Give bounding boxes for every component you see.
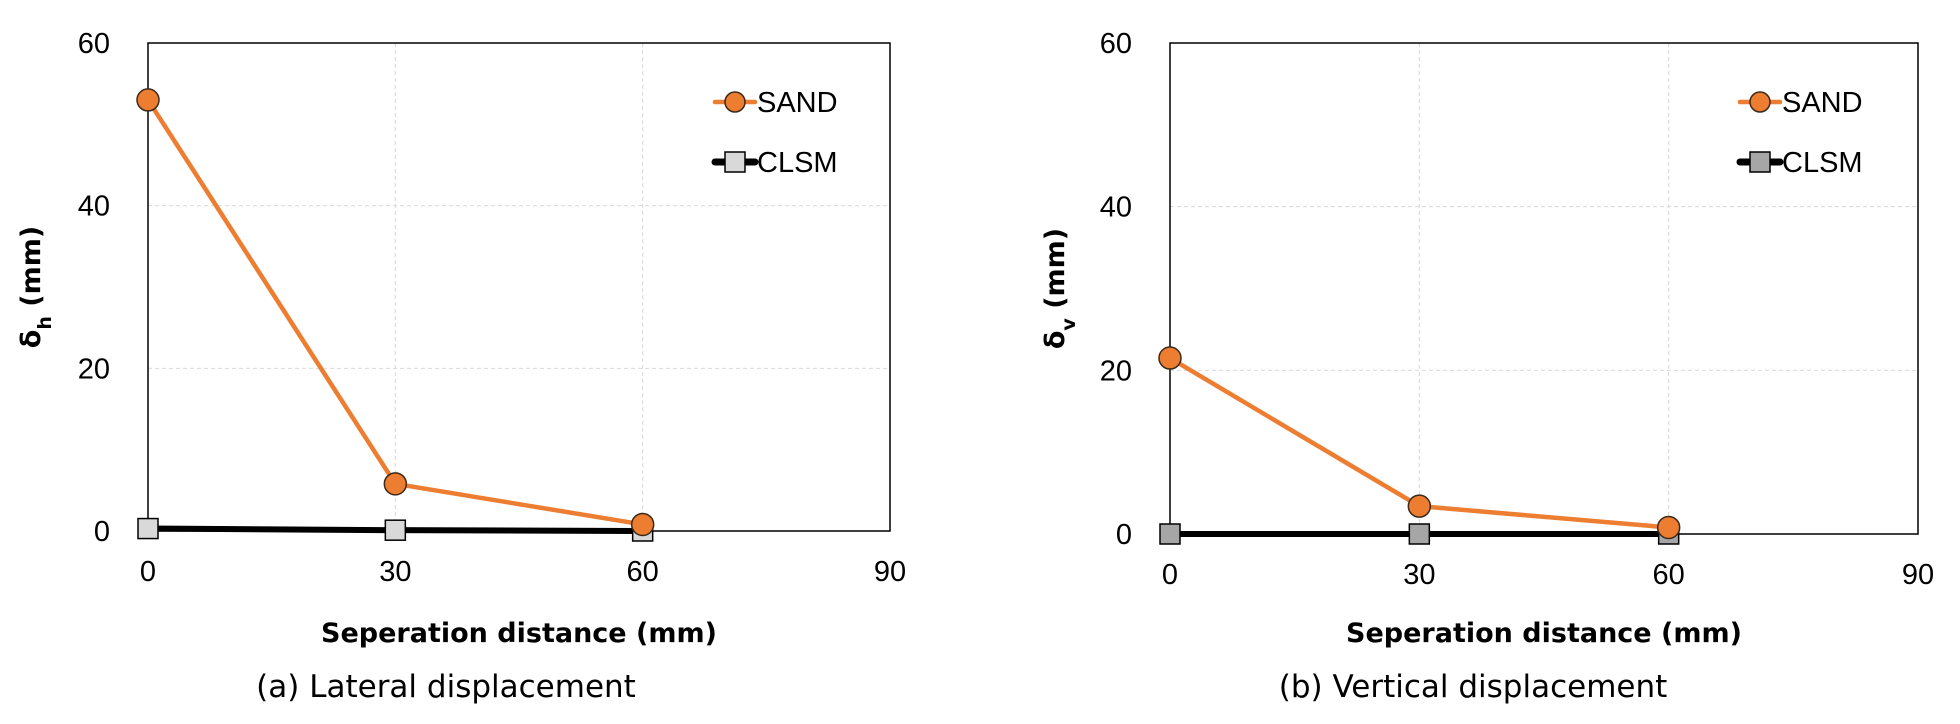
y-tick-label: 0 [94,516,110,548]
y-tick-label: 40 [78,191,110,223]
chart-vertical-displacement: 0 30 60 90 0 20 40 60 Seperation distance (mm) δv… [1040,28,1934,705]
data-point-sand [383,472,408,496]
x-tick-label: 90 [874,556,906,588]
y-axis-symbol: δ [1040,331,1071,350]
data-point-sand [1158,346,1182,370]
x-axis-title: Seperation distance (mm) [1346,618,1742,649]
x-tick-label: 0 [140,556,156,588]
y-axis-unit: (mm) [16,226,47,316]
data-point-clsm [137,517,159,540]
data-point-sand [1656,515,1681,540]
data-point-clsm [1159,523,1181,545]
x-tick-label: 0 [1162,559,1178,591]
x-tick-label: 30 [1403,559,1435,591]
data-point-sand [630,512,655,537]
legend-marker-sand [724,91,746,113]
figure-caption: (a) Lateral displacement [256,669,636,705]
data-point-sand [1407,494,1432,518]
y-axis-subscript: h [34,316,56,330]
y-axis-subscript: v [1058,318,1080,331]
legend-label-clsm: CLSM [1782,147,1863,179]
legend-marker-sand [1749,91,1771,113]
y-axis-unit: (mm) [1040,228,1071,318]
data-point-sand [136,88,160,112]
y-tick-label: 20 [1100,355,1132,387]
x-tick-label: 90 [1902,559,1934,591]
y-tick-label: 0 [1116,519,1132,551]
y-axis-symbol: δ [16,330,47,349]
y-tick-label: 60 [78,28,110,60]
chart-lateral-displacement: 0 30 60 90 0 20 40 60 Seperation distance (mm) δh… [16,28,906,705]
legend-label-clsm: CLSM [757,147,838,179]
y-tick-label: 60 [1100,28,1132,60]
data-point-clsm [1408,523,1431,545]
x-axis-title: Seperation distance (mm) [321,618,717,649]
legend-label-sand: SAND [1782,87,1863,119]
legend-label-sand: SAND [757,87,838,119]
legend-marker-clsm [1749,151,1771,173]
x-tick-label: 60 [1653,559,1685,591]
y-axis-title: δh (mm) [16,226,56,348]
data-point-clsm [384,519,407,541]
y-tick-label: 20 [78,353,110,385]
y-tick-label: 40 [1100,192,1132,224]
figure-caption: (b) Vertical displacement [1279,669,1668,705]
y-axis-title: δv (mm) [1040,228,1080,349]
x-tick-label: 30 [379,556,411,588]
x-tick-label: 60 [627,556,659,588]
legend-marker-clsm [724,151,746,173]
